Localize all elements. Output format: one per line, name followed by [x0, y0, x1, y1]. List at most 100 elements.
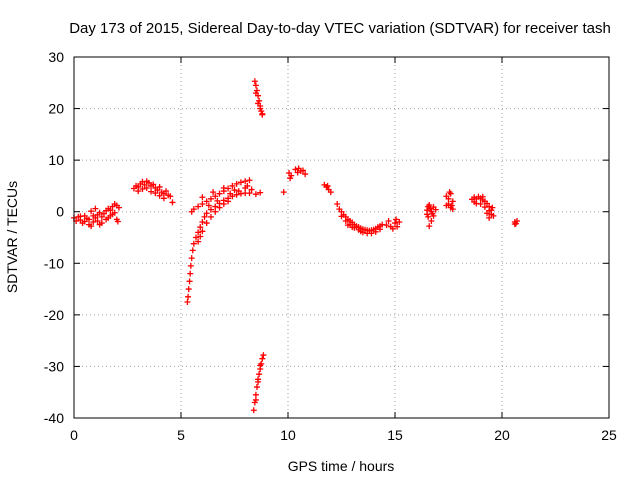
data-point — [280, 189, 287, 196]
data-point — [197, 224, 204, 231]
data-point — [259, 111, 266, 118]
data-point — [154, 187, 161, 194]
data-point — [216, 204, 223, 211]
data-point — [484, 210, 491, 217]
grid-lines — [74, 57, 609, 418]
data-point — [513, 217, 520, 224]
data-point — [257, 105, 264, 112]
data-point — [88, 208, 95, 215]
data-point — [385, 217, 392, 224]
data-point — [342, 217, 349, 224]
data-point — [255, 376, 262, 383]
data-point — [446, 189, 453, 196]
chart-title: Day 173 of 2015, Sidereal Day-to-day VTE… — [69, 20, 611, 37]
x-axis-label: GPS time / hours — [288, 458, 395, 474]
data-point — [299, 167, 306, 174]
data-point — [302, 171, 309, 178]
data-point — [225, 198, 232, 205]
data-point — [210, 189, 217, 196]
data-point — [288, 172, 295, 179]
plot-frame — [73, 56, 610, 419]
data-point — [233, 180, 240, 187]
data-point — [156, 192, 163, 199]
data-point — [338, 213, 345, 220]
data-point — [471, 198, 478, 205]
data-point — [207, 195, 214, 202]
data-point — [212, 193, 219, 200]
data-point — [445, 195, 452, 202]
data-point — [357, 228, 364, 235]
data-point — [349, 224, 356, 231]
data-point — [481, 204, 488, 211]
data-point — [246, 190, 253, 197]
data-point — [115, 204, 122, 211]
data-point — [235, 188, 242, 195]
data-point — [428, 217, 435, 224]
data-point — [220, 200, 227, 207]
data-point — [201, 213, 208, 220]
series-seg7 — [321, 181, 403, 237]
data-point — [237, 179, 244, 186]
data-point — [489, 204, 496, 211]
data-point — [260, 352, 267, 359]
data-point — [105, 214, 112, 221]
data-point — [207, 213, 214, 220]
data-point — [477, 200, 484, 207]
data-point — [231, 187, 238, 194]
data-point — [96, 221, 103, 228]
data-point — [195, 238, 202, 245]
data-point — [449, 198, 456, 205]
data-point — [248, 186, 255, 193]
data-point — [199, 194, 206, 201]
x-tick-label: 0 — [70, 427, 78, 443]
y-tick-label: 0 — [56, 204, 64, 220]
data-point — [205, 202, 212, 209]
data-point — [199, 219, 206, 226]
data-point — [383, 222, 390, 229]
data-point — [81, 218, 88, 225]
data-point — [186, 278, 193, 285]
data-point — [257, 362, 264, 369]
data-point — [143, 184, 150, 191]
data-point — [197, 233, 204, 240]
data-point — [100, 210, 107, 217]
data-point — [145, 179, 152, 186]
data-point — [292, 166, 299, 173]
series-seg8 — [424, 202, 439, 230]
series-seg10 — [469, 193, 497, 221]
y-tick-label: -10 — [44, 255, 64, 271]
data-point — [372, 228, 379, 235]
data-point — [233, 191, 240, 198]
data-point — [199, 200, 206, 207]
data-point — [88, 223, 95, 230]
data-point — [203, 220, 210, 227]
data-point — [85, 216, 92, 223]
data-point — [94, 217, 101, 224]
data-point — [139, 186, 146, 193]
data-point — [227, 190, 234, 197]
series-seg1 — [71, 200, 122, 230]
data-point — [187, 270, 194, 277]
data-point — [92, 205, 99, 212]
data-point — [195, 203, 202, 210]
data-point — [246, 177, 253, 184]
data-point — [392, 220, 398, 227]
data-point — [256, 371, 263, 378]
data-point — [252, 191, 259, 198]
data-point — [255, 100, 262, 107]
data-point — [484, 200, 491, 207]
data-point — [393, 216, 400, 223]
data-point — [195, 229, 202, 236]
data-point — [107, 207, 114, 214]
data-point — [511, 221, 518, 228]
y-tick-label: -20 — [44, 307, 64, 323]
series-seg11 — [511, 217, 520, 228]
data-point — [250, 407, 257, 414]
data-point — [141, 181, 148, 188]
data-point — [90, 219, 97, 226]
data-point — [212, 203, 219, 210]
data-point — [148, 188, 155, 195]
data-point — [394, 223, 401, 230]
series-seg4 — [251, 78, 266, 118]
